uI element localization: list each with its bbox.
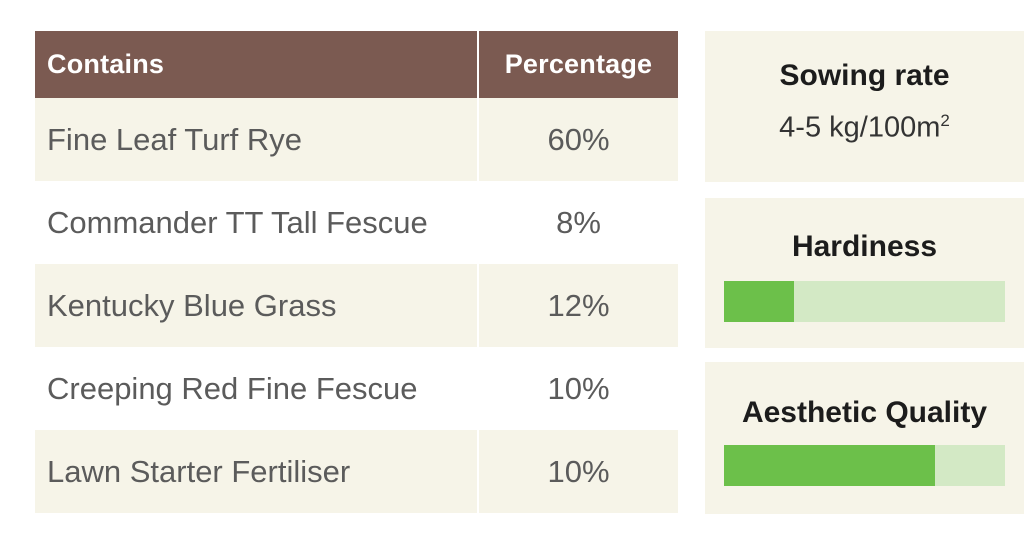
header-contains: Contains: [35, 31, 479, 98]
hardiness-title: Hardiness: [791, 230, 938, 263]
hardiness-card: Hardiness: [705, 198, 1024, 348]
aesthetic-quality-bar: [724, 445, 1005, 486]
sowing-rate-value: 4-5 kg/100m2: [705, 111, 1024, 145]
aesthetic-quality-card: Aesthetic Quality: [705, 362, 1024, 514]
table-row: Commander TT Tall Fescue 8%: [35, 181, 678, 264]
hardiness-bar-fill: [724, 281, 795, 322]
row-name: Commander TT Tall Fescue: [35, 181, 479, 264]
contents-table: Contains Percentage Fine Leaf Turf Rye 6…: [35, 31, 678, 513]
row-name: Lawn Starter Fertiliser: [35, 430, 479, 513]
table-row: Lawn Starter Fertiliser 10%: [35, 430, 678, 513]
aesthetic-quality-bar-fill: [724, 445, 935, 486]
row-name: Kentucky Blue Grass: [35, 264, 479, 347]
row-percent: 10%: [547, 453, 610, 489]
sowing-rate-card: Sowing rate 4-5 kg/100m2: [705, 31, 1024, 182]
header-percentage: Percentage: [504, 49, 653, 79]
table-row: Creeping Red Fine Fescue 10%: [35, 347, 678, 430]
row-percent: 8%: [556, 204, 601, 240]
row-name: Fine Leaf Turf Rye: [35, 98, 479, 181]
row-name: Creeping Red Fine Fescue: [35, 347, 479, 430]
table-row: Kentucky Blue Grass 12%: [35, 264, 678, 347]
table-header: Contains Percentage: [35, 31, 678, 98]
row-percent: 10%: [547, 370, 610, 406]
sowing-rate-title: Sowing rate: [779, 59, 950, 92]
hardiness-bar: [724, 281, 1005, 322]
sowing-rate-amount: 4-5 kg/100m: [779, 111, 941, 144]
sowing-rate-unit-superscript: 2: [940, 111, 950, 130]
aesthetic-quality-title: Aesthetic Quality: [741, 396, 988, 429]
row-percent: 12%: [547, 287, 610, 323]
row-percent: 60%: [547, 121, 610, 157]
table-row: Fine Leaf Turf Rye 60%: [35, 98, 678, 181]
